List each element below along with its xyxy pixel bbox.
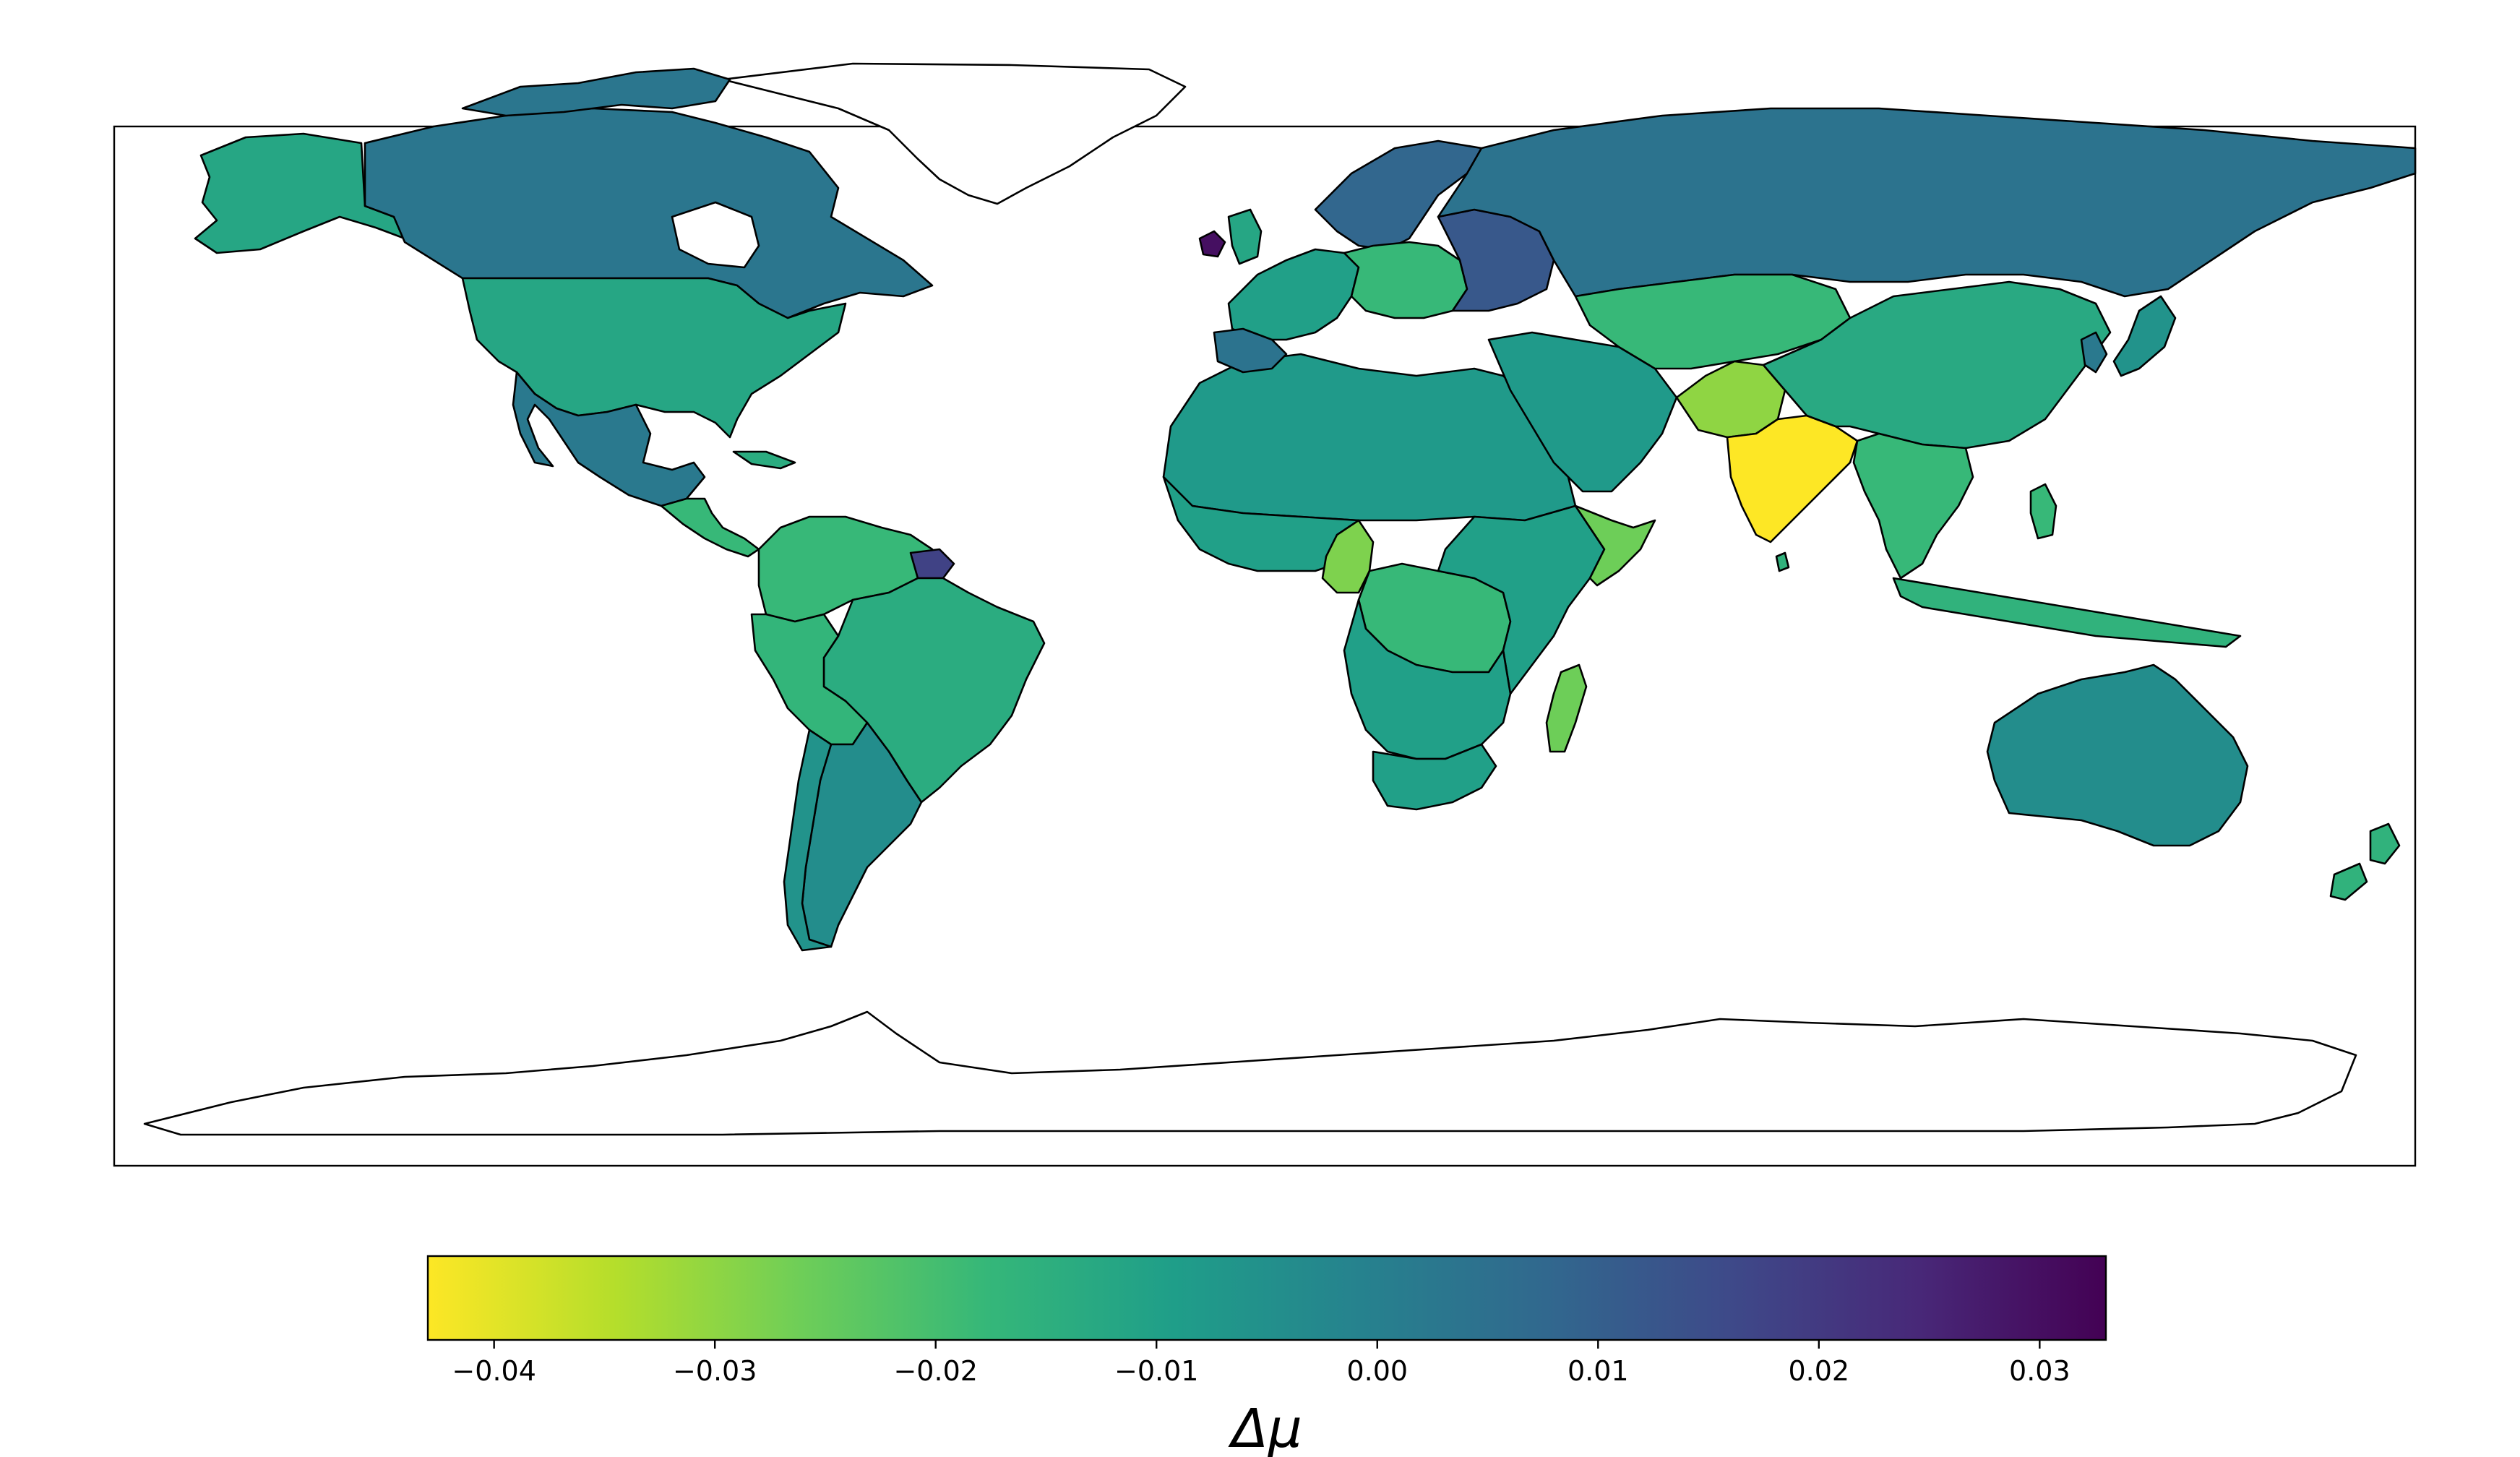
region-korea (2080, 331, 2108, 374)
region-southern-africa (1343, 598, 1512, 760)
colorbar-tick-label: 0.00 (1346, 1355, 1408, 1387)
region-pakistan-nepal (1675, 360, 1786, 439)
region-alaska (194, 132, 406, 254)
hudson-bay (671, 201, 760, 269)
colorbar-tick-label: 0.03 (2009, 1355, 2070, 1387)
region-sri-lanka (1775, 551, 1790, 572)
colorbar-tick-label: −0.01 (1114, 1355, 1198, 1387)
region-russia (1437, 107, 2417, 298)
region-chile (783, 728, 833, 952)
region-suriname (909, 548, 955, 580)
region-india (1726, 414, 1859, 543)
colorbar-tick-label: −0.04 (452, 1355, 536, 1387)
colorbar-tick-label: 0.02 (1789, 1355, 1850, 1387)
colorbar: −0.04 −0.03 −0.02 −0.01 0.00 0.01 0.02 0.03 Δμ (426, 1255, 2107, 1457)
region-indonesia (1892, 577, 2242, 648)
greenland-landmass (721, 62, 1187, 205)
region-new-zealand (2369, 822, 2401, 865)
region-mexico (512, 371, 706, 507)
colorbar-tick-label: −0.03 (673, 1355, 757, 1387)
region-canada-arctic-islands (461, 67, 731, 117)
region-ireland (1198, 230, 1226, 258)
region-central-europe (1343, 241, 1468, 319)
map-layer (143, 62, 2417, 1136)
region-central-america (660, 497, 760, 558)
colorbar-tick-label: 0.01 (1568, 1355, 1629, 1387)
region-iberia (1213, 327, 1288, 374)
region-caribbean-islands (732, 450, 796, 470)
colorbar-tick-label: −0.02 (893, 1355, 977, 1387)
region-china (1762, 280, 2112, 450)
region-peru-bolivia (750, 613, 869, 746)
region-australia (1986, 663, 2249, 847)
region-new-zealand-south (2329, 862, 2368, 901)
region-japan (2112, 295, 2177, 377)
region-south-africa (1372, 743, 1497, 811)
region-madagascar (1545, 663, 1588, 753)
region-southeast-asia (1852, 432, 1974, 580)
region-philippines (2029, 483, 2057, 540)
antarctica-landmass (143, 1010, 2357, 1136)
region-scandinavia (1314, 139, 1483, 251)
colorbar-label: Δμ (1228, 1398, 1302, 1457)
region-middle-east (1487, 331, 1678, 493)
region-united-kingdom (1227, 208, 1263, 265)
colorbar-ticks: −0.04 −0.03 −0.02 −0.01 0.00 0.01 0.02 0.03 (452, 1340, 2070, 1387)
region-cameroon (1321, 519, 1375, 594)
region-horn-of-africa (1574, 504, 1656, 587)
colorbar-gradient (426, 1255, 2107, 1341)
